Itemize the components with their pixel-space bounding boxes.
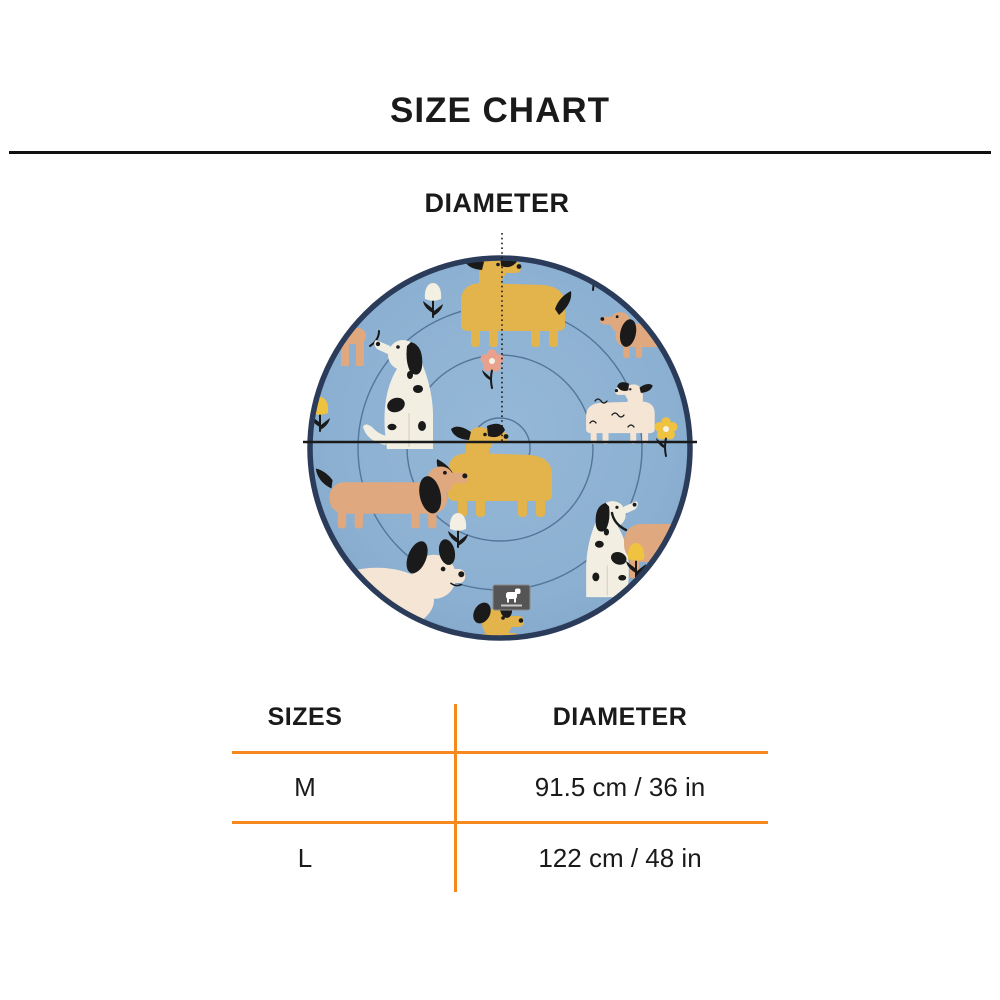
table-cell-size-l: L (297, 843, 313, 873)
table-cell-diameter-l: 122 cm / 48 in (538, 843, 702, 873)
brand-tag (492, 584, 531, 611)
table-cell-diameter-m: 91.5 cm / 36 in (534, 772, 706, 802)
table-header-diameter: DIAMETER (552, 703, 688, 731)
table-row-divider (232, 751, 768, 754)
title-divider (9, 151, 991, 154)
table-column-divider (454, 704, 457, 892)
table-row-divider (232, 821, 768, 824)
diameter-label: DIAMETER (424, 188, 570, 218)
cream-dog-illustration (586, 382, 655, 444)
yellow-dog-illustration (461, 260, 572, 347)
mat-edge (307, 255, 693, 641)
table-cell-size-m: M (294, 772, 316, 802)
page-title: SIZE CHART (390, 91, 610, 130)
product-mat-illustration (303, 233, 697, 641)
table-header-sizes: SIZES (267, 703, 343, 731)
